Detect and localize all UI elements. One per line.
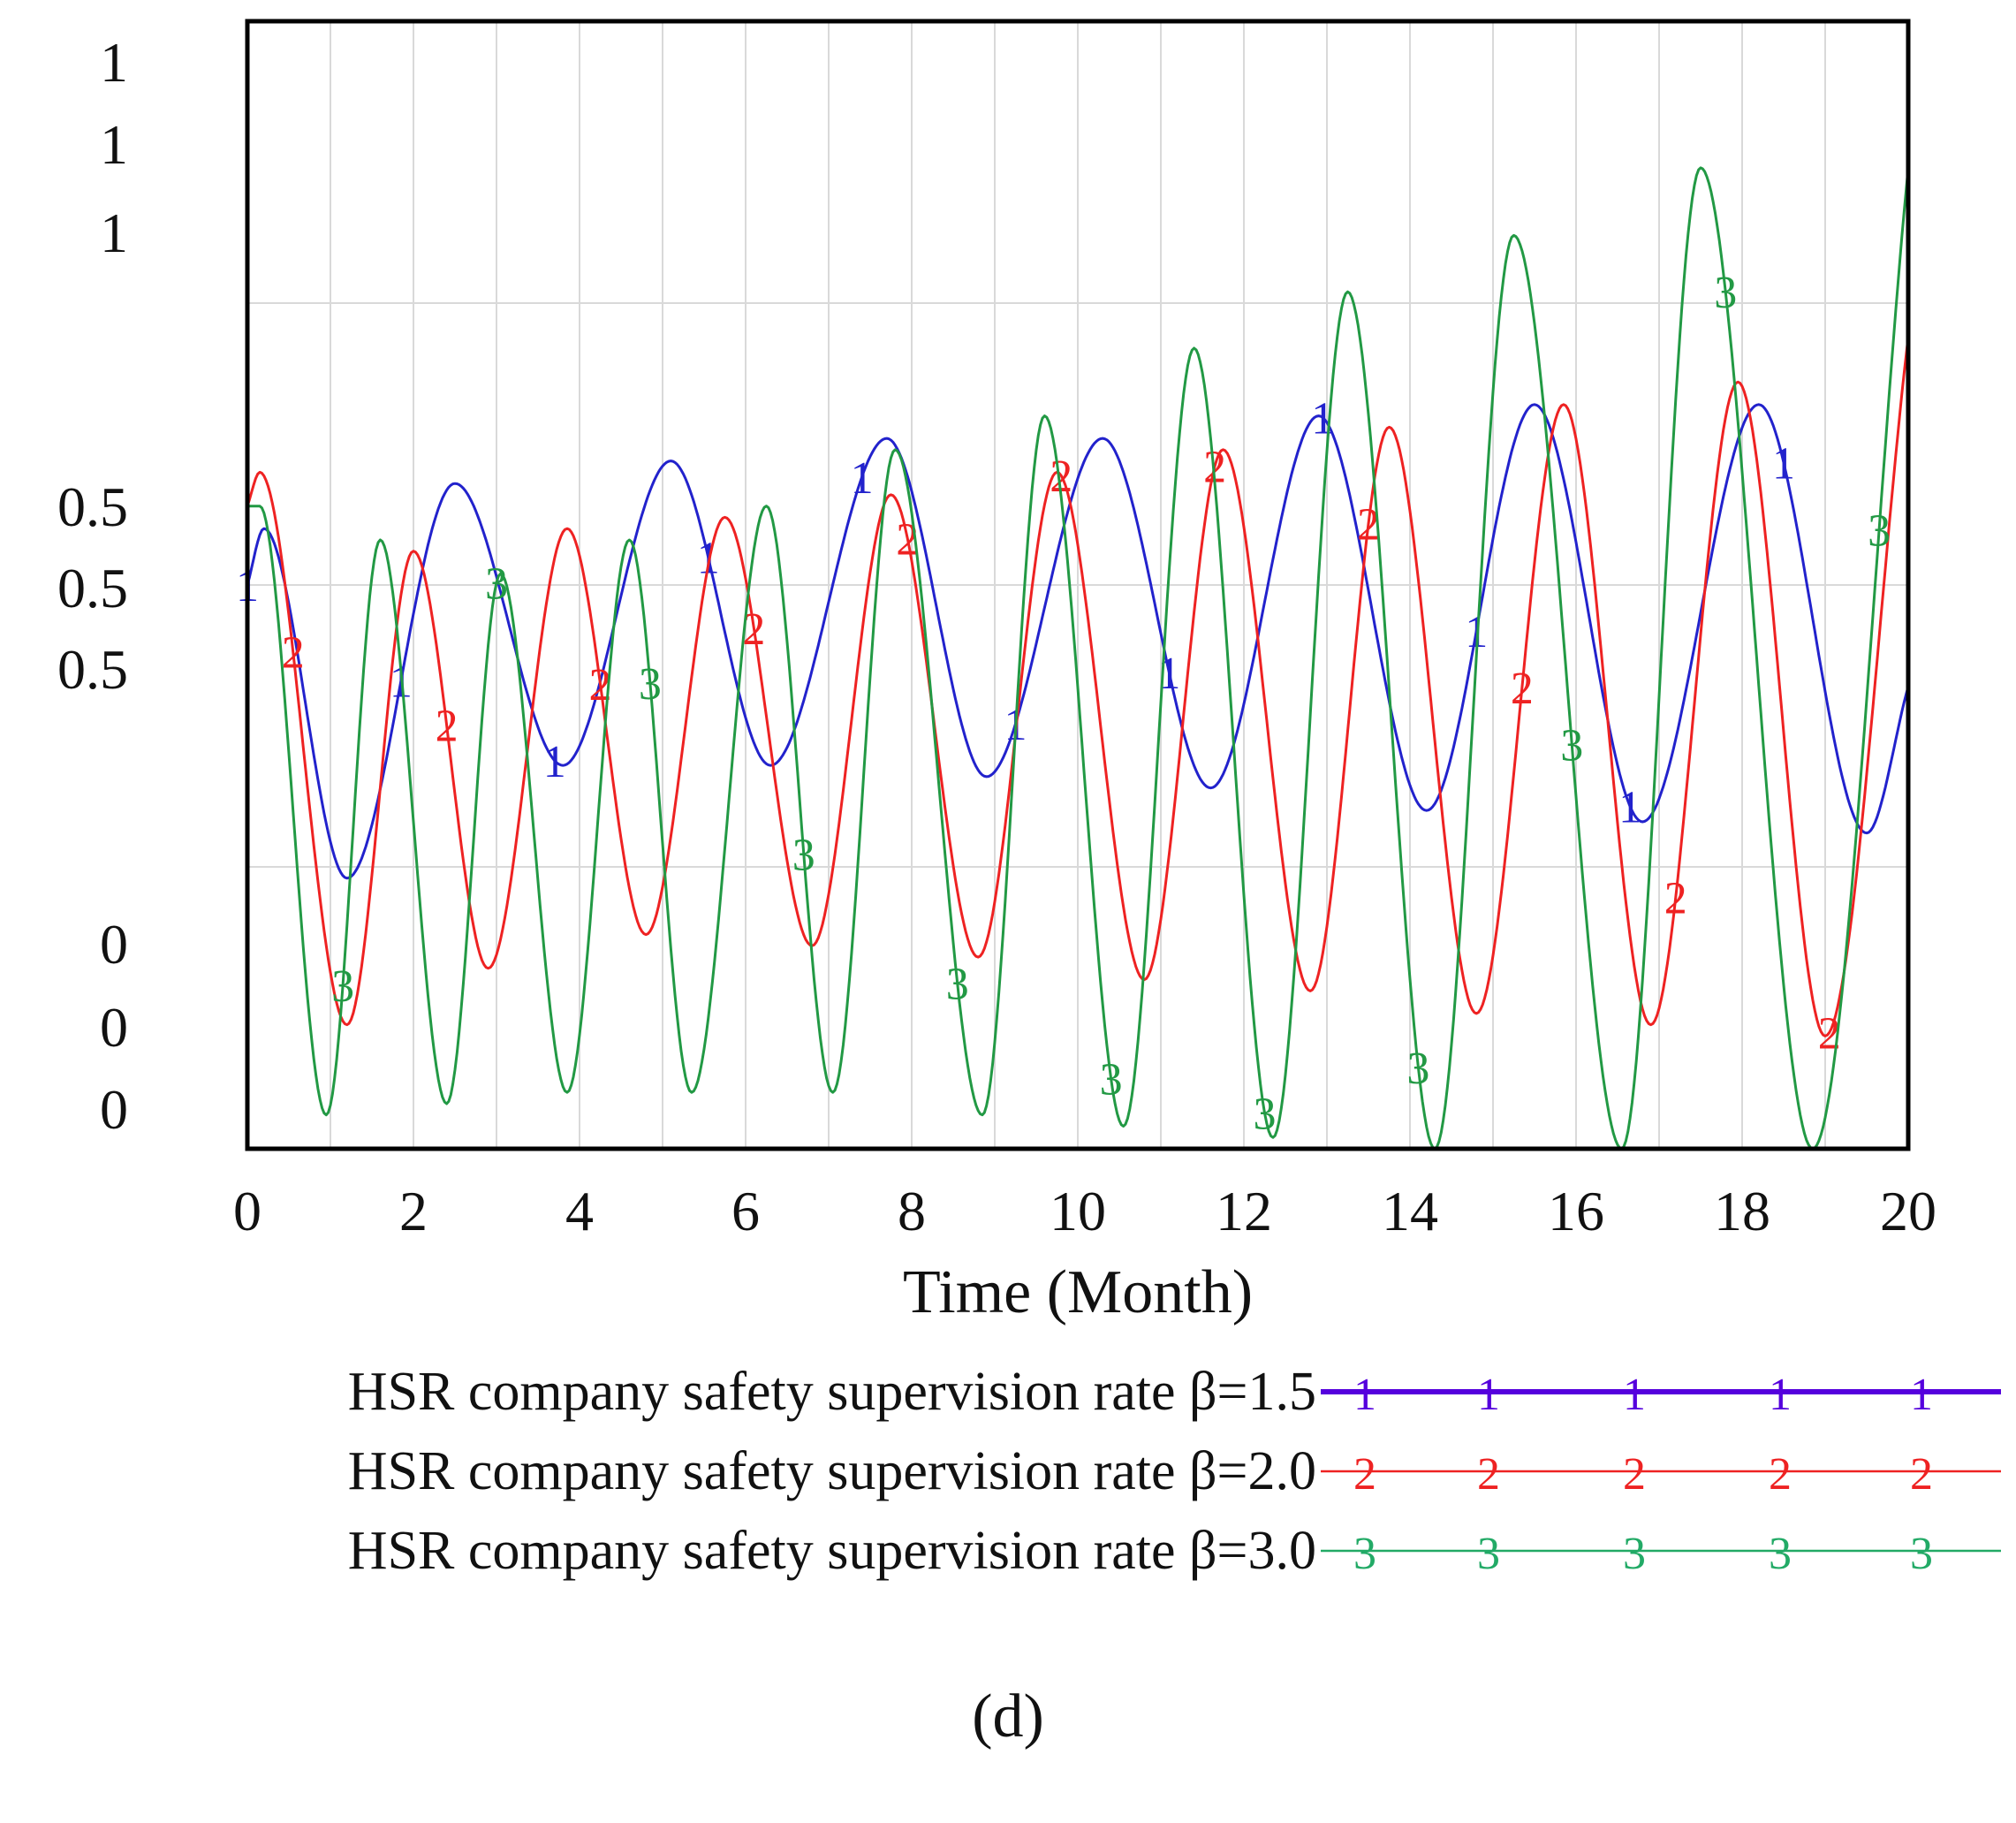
- legend-label: HSR company safety supervision rate β=2.…: [348, 1441, 1316, 1501]
- legend-marker: 3: [1353, 1529, 1376, 1579]
- y-tick-labels: 1 1 1 0.5 0.5 0.5 0 0 0: [57, 31, 128, 1141]
- grid-layer: [247, 21, 1908, 1149]
- x-tick-label: 2: [399, 1180, 428, 1242]
- series-marker-2: 2: [1664, 873, 1687, 923]
- legend-marker: 3: [1477, 1529, 1500, 1579]
- series-marker-2: 2: [282, 627, 305, 678]
- y-tick-label: 1: [100, 31, 128, 94]
- x-tick-label: 4: [565, 1180, 594, 1242]
- series-line-3: [247, 166, 1910, 1151]
- y-tick-label: 1: [100, 201, 128, 264]
- y-tick-label: 0.5: [57, 638, 128, 701]
- series-marker-3: 3: [1406, 1044, 1429, 1094]
- series-marker-3: 3: [1560, 721, 1583, 771]
- series-marker-3: 3: [1100, 1055, 1123, 1105]
- legend-marker: 1: [1353, 1370, 1376, 1420]
- legend-label: HSR company safety supervision rate β=1.…: [348, 1362, 1316, 1422]
- x-tick-label: 0: [233, 1180, 261, 1242]
- series-marker-1: 1: [1772, 438, 1795, 489]
- legend-marker: 2: [1623, 1449, 1646, 1500]
- legend-marker: 1: [1623, 1370, 1646, 1420]
- x-tick-label: 18: [1714, 1180, 1770, 1242]
- y-tick-label: 0: [100, 913, 128, 976]
- x-tick-label: 16: [1548, 1180, 1604, 1242]
- series-marker-3: 3: [331, 961, 354, 1012]
- legend-marker: 1: [1477, 1370, 1500, 1420]
- legend-label: HSR company safety supervision rate β=3.…: [348, 1521, 1316, 1581]
- series-marker-3: 3: [1254, 1090, 1277, 1140]
- series-marker-1: 1: [543, 737, 566, 787]
- series-marker-2: 2: [436, 702, 459, 752]
- series-marker-3: 3: [639, 659, 662, 710]
- x-axis-title: Time (Month): [903, 1258, 1253, 1326]
- x-tick-label: 6: [731, 1180, 760, 1242]
- legend-marker: 2: [1769, 1449, 1792, 1500]
- plot-frame: [245, 19, 1911, 1151]
- x-tick-label: 8: [898, 1180, 926, 1242]
- legend-marker: 1: [1910, 1370, 1933, 1420]
- legend-marker: 2: [1353, 1449, 1376, 1500]
- legend-marker: 3: [1910, 1529, 1933, 1579]
- x-tick-label: 20: [1880, 1180, 1936, 1242]
- series-line-2: [246, 337, 1910, 1037]
- series-marker-3: 3: [1714, 268, 1737, 318]
- series-line-1: [246, 403, 1910, 880]
- series-marker-1: 1: [851, 453, 874, 504]
- series-marker-2: 2: [1511, 664, 1534, 714]
- series-marker-3: 3: [946, 959, 969, 1009]
- y-tick-label: 0: [100, 996, 128, 1059]
- legend-marker: 2: [1910, 1449, 1933, 1500]
- y-tick-label: 1: [100, 113, 128, 176]
- x-tick-labels: 0 2 4 6 8 10 12 14 16 18 20: [233, 1180, 1936, 1242]
- x-tick-label: 14: [1382, 1180, 1438, 1242]
- legend-marker: 3: [1769, 1529, 1792, 1579]
- series-marker-3: 3: [485, 558, 508, 609]
- series-marker-3: 3: [792, 830, 815, 880]
- figure-caption: (d): [972, 1682, 1044, 1751]
- series-marker-3: 3: [1868, 505, 1891, 556]
- legend-marker: 3: [1623, 1529, 1646, 1579]
- legend-marker: 1: [1769, 1370, 1792, 1420]
- legend: HSR company safety supervision rate β=1.…: [348, 1362, 2001, 1581]
- series-marker-1: 1: [1618, 783, 1641, 833]
- x-tick-label: 10: [1050, 1180, 1106, 1242]
- y-tick-label: 0: [100, 1078, 128, 1141]
- x-tick-label: 12: [1216, 1180, 1272, 1242]
- legend-marker: 2: [1477, 1449, 1500, 1500]
- y-tick-label: 0.5: [57, 475, 128, 538]
- y-tick-label: 0.5: [57, 557, 128, 619]
